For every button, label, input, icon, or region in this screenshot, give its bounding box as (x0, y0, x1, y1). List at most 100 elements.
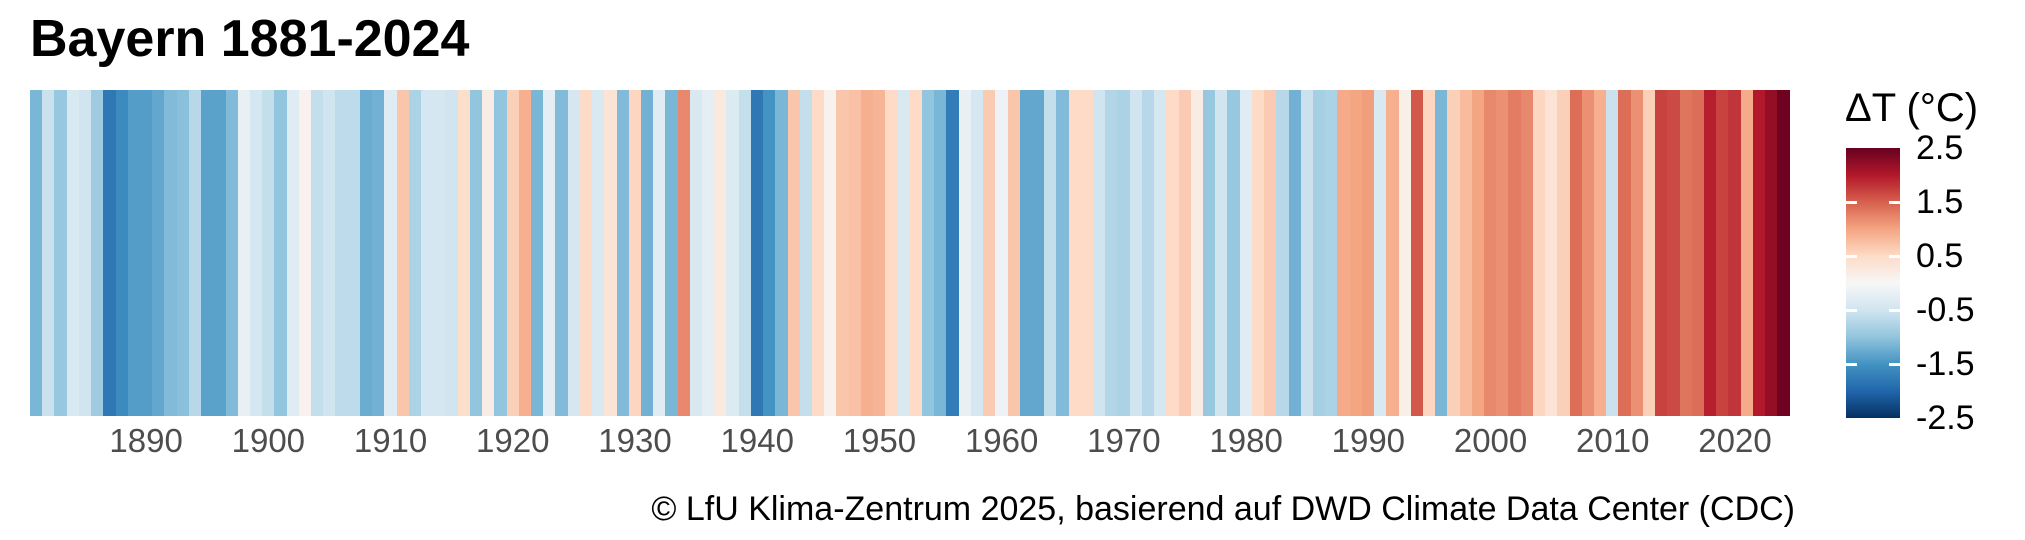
stripe (702, 90, 715, 416)
stripe (188, 90, 202, 416)
stripe (763, 90, 776, 416)
stripe (1496, 90, 1509, 416)
stripe (1337, 90, 1350, 416)
stripe (298, 90, 312, 416)
legend-colorbar (1846, 148, 1900, 418)
stripe (1288, 90, 1301, 416)
colorbar-tick-mark (1889, 200, 1900, 204)
stripe (115, 90, 128, 416)
stripe (1484, 90, 1497, 416)
stripe (1105, 90, 1118, 416)
stripe (1520, 90, 1533, 416)
stripe (1508, 90, 1521, 416)
stripe (1300, 90, 1313, 416)
stripe (1765, 90, 1778, 416)
stripe (335, 90, 348, 416)
stripe (66, 90, 79, 416)
stripe (714, 90, 727, 416)
x-axis-tick-label: 1930 (598, 422, 672, 459)
stripe (1239, 90, 1252, 416)
stripe (1080, 90, 1094, 416)
stripe (1422, 90, 1436, 416)
stripe (555, 90, 568, 416)
stripe (78, 90, 92, 416)
stripe (677, 90, 690, 416)
stripe (433, 90, 446, 416)
legend-tick-label: 1.5 (1916, 183, 1964, 221)
colorbar-tick-mark (1846, 308, 1857, 312)
stripe (1264, 90, 1277, 416)
stripe (750, 90, 764, 416)
legend-tick-label: -2.5 (1916, 399, 1975, 437)
stripe (1594, 90, 1607, 416)
stripe (653, 90, 666, 416)
stripe (1471, 90, 1485, 416)
stripe (482, 90, 495, 416)
stripe (1203, 90, 1216, 416)
stripe (1545, 90, 1558, 416)
stripe (738, 90, 751, 416)
stripe (1093, 90, 1106, 416)
stripe (42, 90, 55, 416)
stripe (152, 90, 165, 416)
colorbar-tick-mark (1889, 308, 1900, 312)
stripe (543, 90, 556, 416)
stripe (518, 90, 531, 416)
x-axis-tick-label: 2020 (1698, 422, 1772, 459)
legend-tick-label: 2.5 (1916, 129, 1964, 167)
stripe (836, 90, 849, 416)
stripe (689, 90, 703, 416)
stripe (249, 90, 263, 416)
stripe (1166, 90, 1179, 416)
stripe (1154, 90, 1167, 416)
legend-tick-label: -0.5 (1916, 291, 1975, 329)
stripe (1532, 90, 1546, 416)
stripe (1398, 90, 1411, 416)
x-axis-tick-label: 1980 (1209, 422, 1283, 459)
stripe (799, 90, 812, 416)
x-axis-tick-label: 1910 (353, 422, 428, 459)
stripe (274, 90, 287, 416)
stripe (445, 90, 458, 416)
stripe (286, 90, 299, 416)
stripe (1740, 90, 1753, 416)
stripe (91, 90, 104, 416)
source-caption: © LfU Klima-Zentrum 2025, basierend auf … (651, 490, 1795, 528)
stripe (311, 90, 324, 416)
stripe (1703, 90, 1717, 416)
stripe (396, 90, 409, 416)
stripe (494, 90, 507, 416)
stripe (983, 90, 996, 416)
stripe (567, 90, 580, 416)
stripe (54, 90, 67, 416)
stripe (628, 90, 641, 416)
stripe (970, 90, 984, 416)
stripe (592, 90, 605, 416)
stripe (665, 90, 678, 416)
stripe (1361, 90, 1375, 416)
stripe (787, 90, 800, 416)
stripe (1056, 90, 1069, 416)
stripe (1007, 90, 1020, 416)
x-axis-tick-label: 1960 (964, 422, 1039, 459)
stripe (262, 90, 275, 416)
chart-title: Bayern 1881-2024 (30, 10, 470, 68)
stripe (640, 90, 654, 416)
colorbar-tick-mark (1889, 254, 1900, 258)
stripe (103, 90, 116, 416)
stripe (860, 90, 874, 416)
stripe (909, 90, 922, 416)
stripe (812, 90, 825, 416)
stripe (237, 90, 250, 416)
colorbar-tick-mark (1846, 200, 1857, 204)
stripe (1227, 90, 1240, 416)
stripe (958, 90, 971, 416)
stripe (946, 90, 959, 416)
stripe (873, 90, 886, 416)
colorbar-tick-mark (1889, 362, 1900, 366)
stripe (225, 90, 238, 416)
stripe (1276, 90, 1289, 416)
x-axis-tick-label: 1990 (1331, 422, 1406, 459)
stripe (1251, 90, 1265, 416)
stripe (139, 90, 153, 416)
